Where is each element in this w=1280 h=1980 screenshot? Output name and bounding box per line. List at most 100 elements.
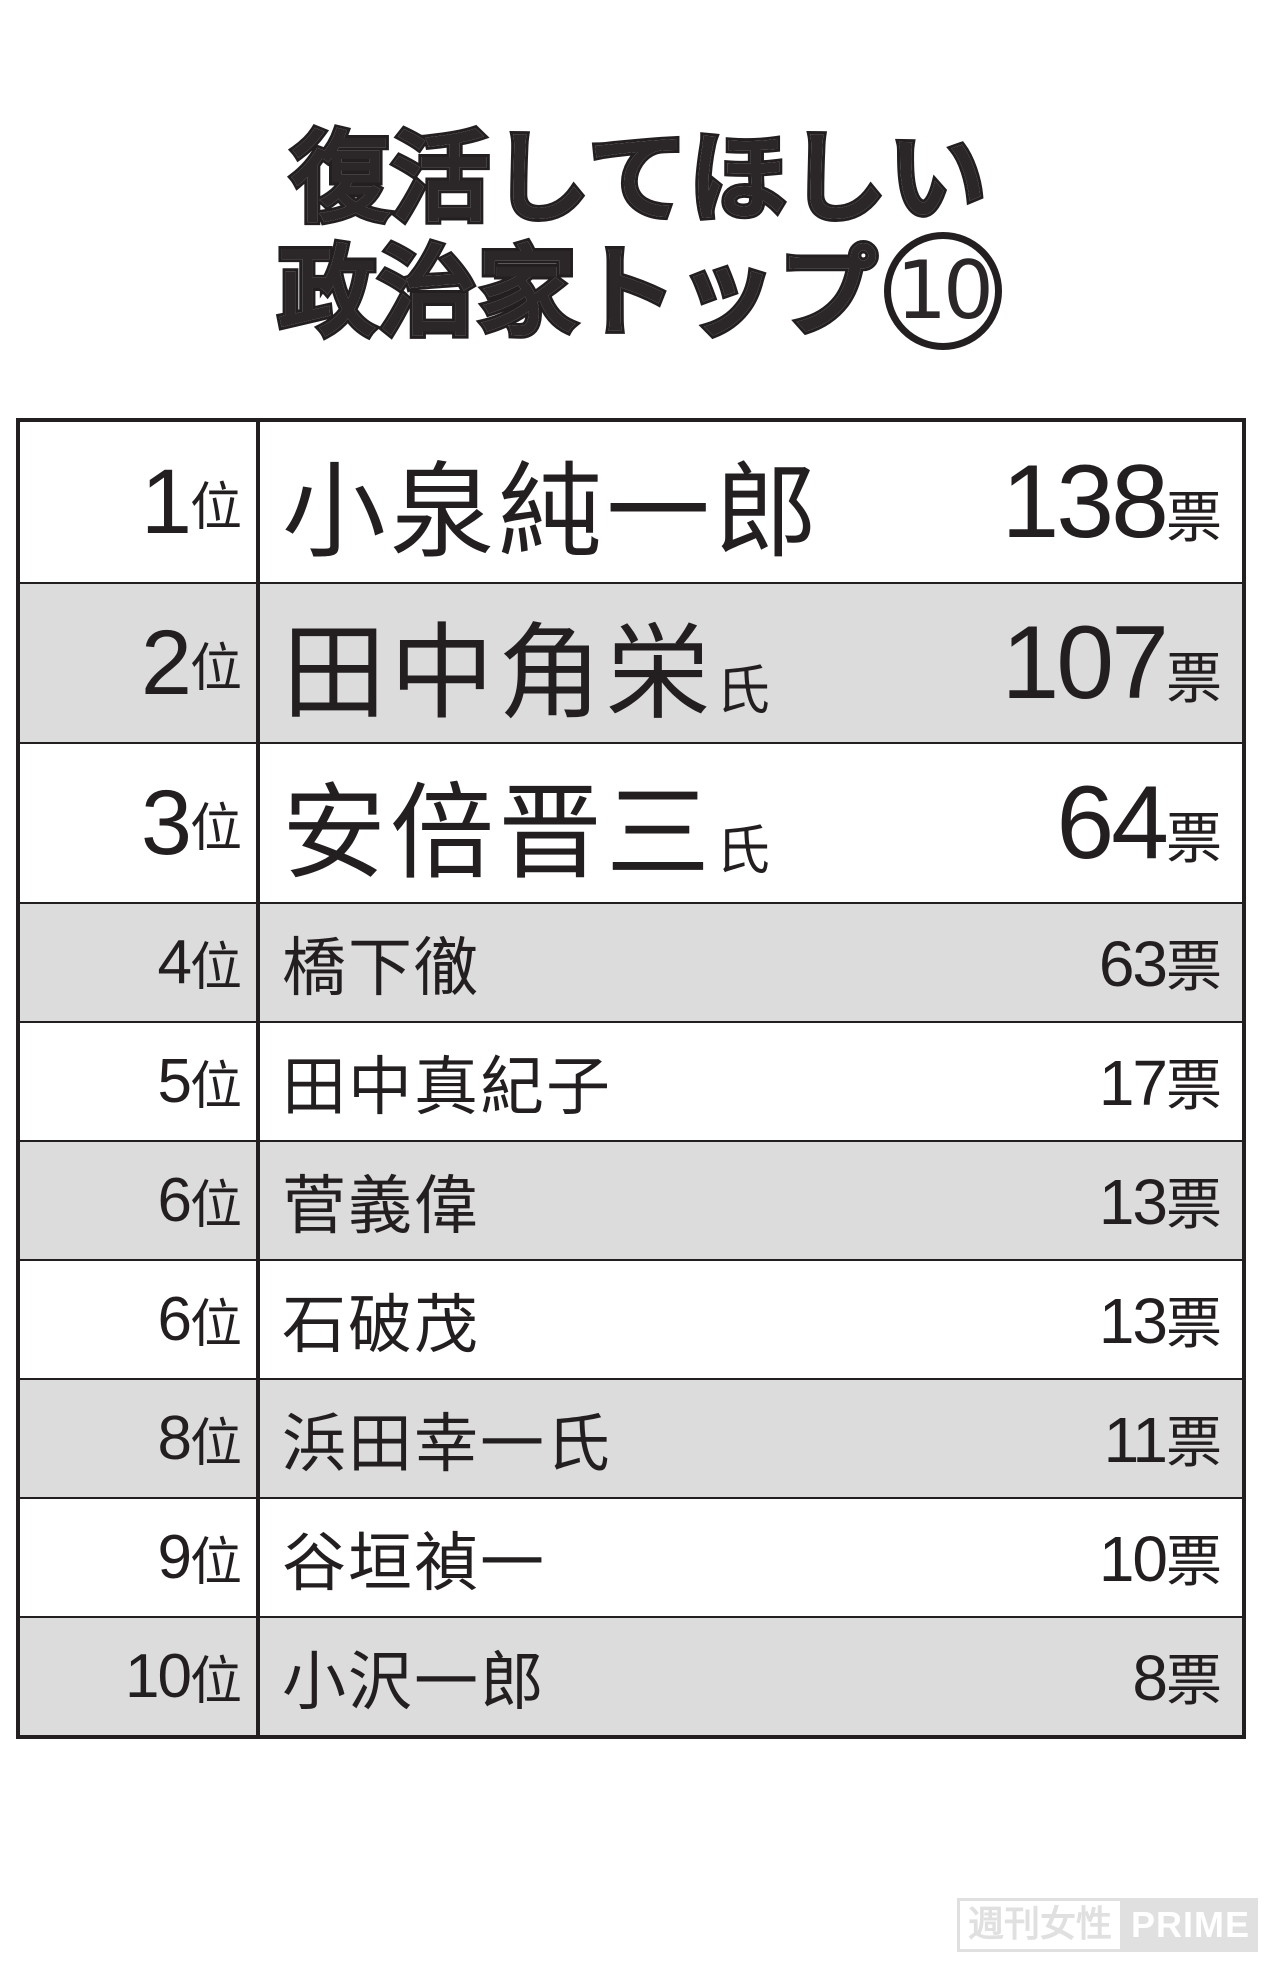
name-suffix: 氏	[716, 818, 771, 882]
politician-name: 小沢一郎	[282, 1645, 546, 1720]
rank-number: 6	[157, 1166, 193, 1235]
rank-number: 3	[140, 771, 192, 874]
vote-unit: 票	[1166, 806, 1222, 872]
politician-name: 菅義偉	[282, 1169, 480, 1244]
rank-unit: 位	[189, 1533, 242, 1593]
vote-count: 13 票	[1099, 1279, 1222, 1360]
table-row: 3 位安倍晋三氏 64 票	[20, 742, 1242, 902]
rank-number: 10	[125, 1642, 192, 1711]
vote-unit: 票	[1166, 1054, 1222, 1119]
vote-count: 17 票	[1099, 1041, 1222, 1122]
table-row: 2 位田中角栄氏 107 票	[20, 582, 1242, 742]
table-row: 10 位小沢一郎 8 票	[20, 1616, 1242, 1735]
vote-unit: 票	[1166, 1173, 1222, 1238]
table-row: 6 位菅義偉 13 票	[20, 1140, 1242, 1259]
politician-name: 田中角栄	[282, 611, 715, 734]
name-wrap: 小沢一郎	[282, 1631, 546, 1723]
rank-number: 4	[157, 928, 193, 997]
rank-unit: 位	[189, 1414, 242, 1474]
politician-cell: 石破茂 13 票	[260, 1261, 1242, 1378]
title-line-1: 復活してほしい	[288, 122, 989, 236]
politician-name: 安倍晋三	[282, 771, 715, 894]
politician-cell: 小沢一郎 8 票	[260, 1618, 1242, 1735]
politician-name: 石破茂	[282, 1288, 480, 1363]
politician-cell: 谷垣禎一 10 票	[260, 1499, 1242, 1616]
name-wrap: 安倍晋三氏	[282, 748, 770, 899]
politician-name: 田中真紀子	[282, 1050, 612, 1125]
vote-number: 64	[1056, 764, 1169, 881]
vote-number: 13	[1098, 1166, 1168, 1238]
vote-count: 107 票	[1001, 604, 1222, 723]
name-suffix: 氏	[546, 1407, 610, 1482]
table-row: 6 位石破茂 13 票	[20, 1259, 1242, 1378]
vote-unit: 票	[1166, 935, 1222, 1000]
rank-unit: 位	[189, 638, 242, 699]
politician-name: 谷垣禎一	[282, 1526, 546, 1601]
name-wrap: 浜田幸一氏	[282, 1393, 610, 1485]
politician-name: 浜田幸一	[282, 1407, 546, 1482]
vote-number: 17	[1098, 1047, 1168, 1119]
title-line-2: 政治家トップ 10	[0, 232, 1280, 358]
title-line-2-text: 政治家トップ	[275, 235, 879, 350]
vote-unit: 票	[1166, 1411, 1222, 1476]
politician-name: 小泉純一郎	[282, 450, 823, 573]
vote-unit: 票	[1166, 1292, 1222, 1357]
rank-number: 6	[157, 1285, 193, 1354]
politician-cell: 小泉純一郎 138 票	[260, 422, 1242, 582]
vote-count: 10 票	[1099, 1517, 1222, 1598]
politician-name: 橋下徹	[282, 931, 480, 1006]
table-row: 1 位小泉純一郎 138 票	[20, 422, 1242, 582]
rank-unit: 位	[189, 1652, 242, 1712]
vote-number: 8	[1132, 1642, 1168, 1714]
vote-count: 64 票	[1056, 764, 1222, 883]
politician-cell: 橋下徹 63 票	[260, 904, 1242, 1021]
vote-unit: 票	[1166, 1530, 1222, 1595]
rank-number: 1	[140, 450, 192, 553]
vote-count: 13 票	[1099, 1160, 1222, 1241]
vote-number: 11	[1103, 1404, 1168, 1476]
watermark-left: 週刊女性	[956, 1898, 1123, 1952]
politician-cell: 浜田幸一氏 11 票	[260, 1380, 1242, 1497]
watermark-right: PRIME	[1122, 1898, 1258, 1952]
rank-unit: 位	[189, 1057, 242, 1117]
table-row: 8 位浜田幸一氏 11 票	[20, 1378, 1242, 1497]
rank-unit: 位	[189, 798, 242, 859]
vote-number: 10	[1098, 1523, 1168, 1595]
rank-number: 2	[140, 611, 192, 714]
circled-number: 10	[884, 232, 1002, 350]
rank-number: 9	[157, 1523, 193, 1592]
name-wrap: 小泉純一郎	[282, 427, 822, 578]
table-row: 5 位田中真紀子 17 票	[20, 1021, 1242, 1140]
chart-title: 復活してほしい 政治家トップ 10	[0, 122, 1280, 358]
rank-cell: 10 位	[20, 1618, 260, 1735]
politician-cell: 田中角栄氏 107 票	[260, 584, 1242, 742]
politician-cell: 菅義偉 13 票	[260, 1142, 1242, 1259]
vote-number: 13	[1098, 1285, 1168, 1357]
vote-unit: 票	[1166, 485, 1222, 551]
vote-count: 63 票	[1099, 922, 1222, 1003]
name-suffix: 氏	[716, 658, 771, 722]
vote-count: 11 票	[1104, 1398, 1222, 1479]
rank-unit: 位	[189, 1295, 242, 1355]
vote-unit: 票	[1166, 1649, 1222, 1714]
vote-number: 63	[1098, 928, 1168, 1000]
name-wrap: 橋下徹	[282, 917, 480, 1009]
rank-number: 8	[157, 1404, 193, 1473]
politician-cell: 安倍晋三氏 64 票	[260, 744, 1242, 902]
name-wrap: 谷垣禎一	[282, 1512, 546, 1604]
vote-number: 138	[1001, 443, 1169, 560]
rank-unit: 位	[189, 477, 242, 538]
vote-number: 107	[1001, 604, 1169, 721]
name-wrap: 菅義偉	[282, 1155, 480, 1247]
name-wrap: 石破茂	[282, 1274, 480, 1366]
name-wrap: 田中角栄氏	[282, 588, 770, 739]
politician-cell: 田中真紀子 17 票	[260, 1023, 1242, 1140]
table-row: 4 位橋下徹 63 票	[20, 902, 1242, 1021]
